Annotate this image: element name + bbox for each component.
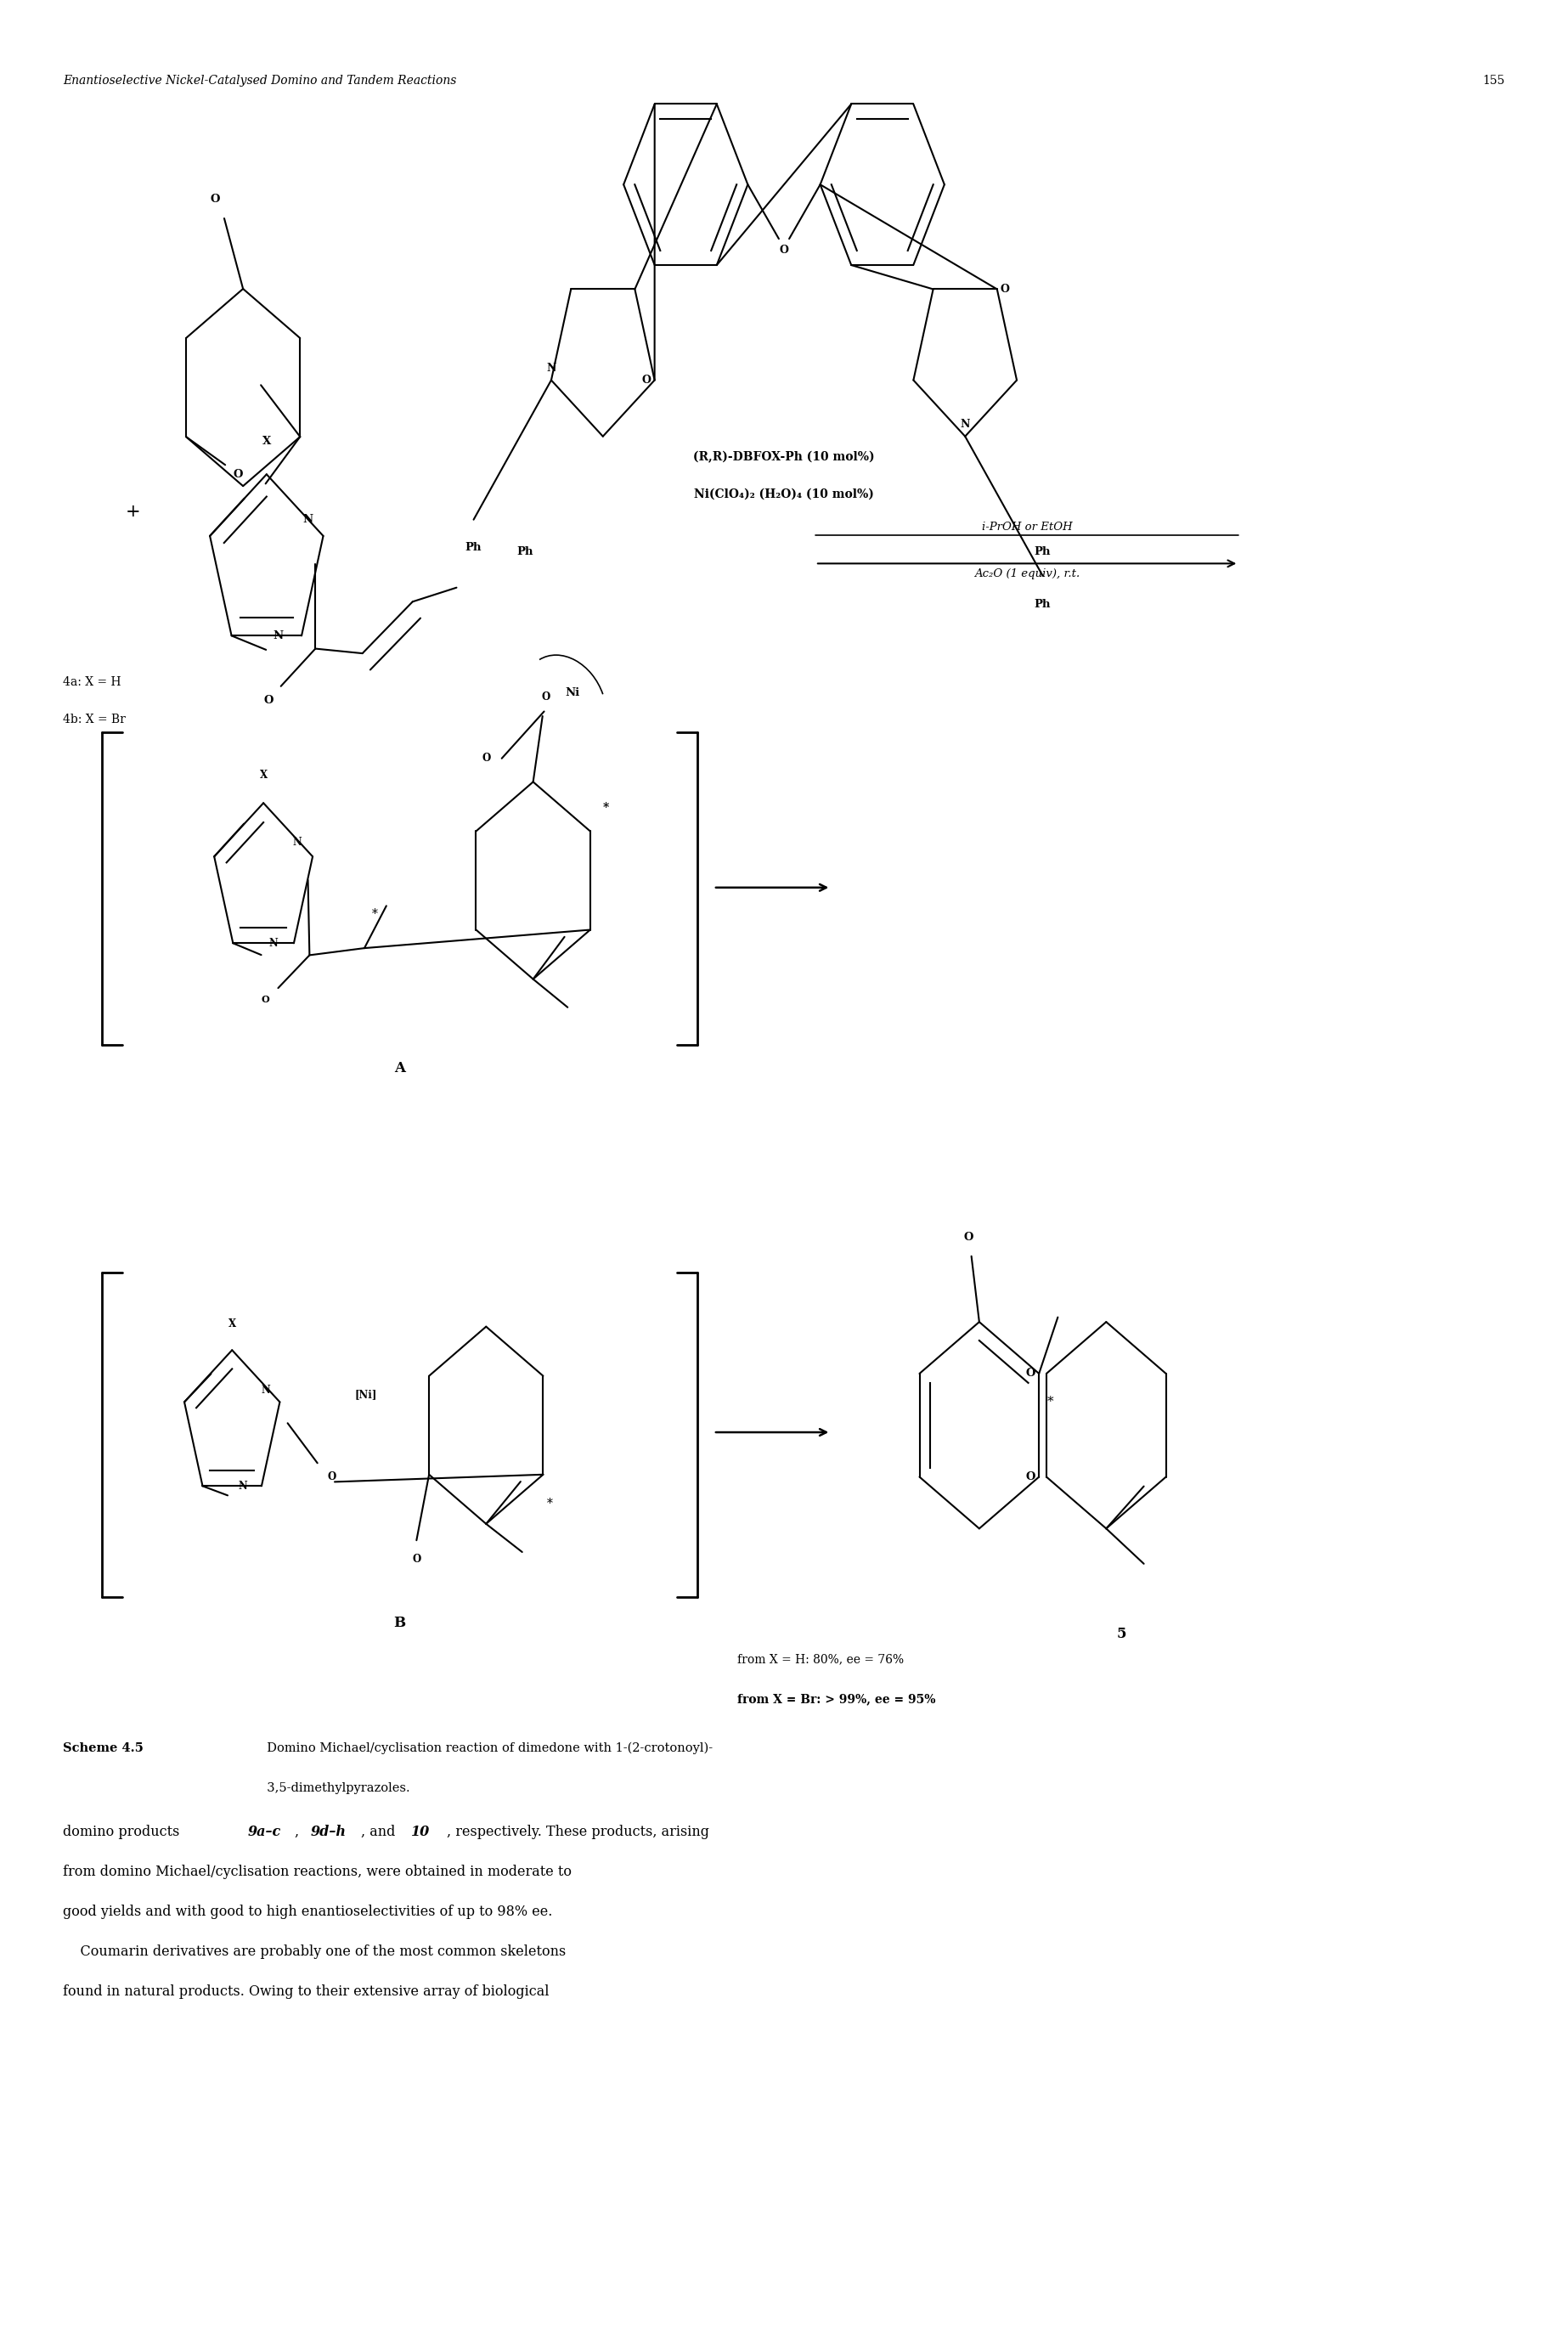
Text: O: O	[1000, 284, 1010, 296]
Text: *: *	[372, 909, 378, 920]
Text: O: O	[262, 996, 270, 1005]
Text: X: X	[262, 437, 271, 446]
Text: 5: 5	[1116, 1627, 1126, 1641]
Text: from X = Br: > 99%, ee = 95%: from X = Br: > 99%, ee = 95%	[737, 1693, 935, 1705]
Text: O: O	[963, 1233, 974, 1242]
Text: (R,R)-DBFOX-Ph (10 mol%): (R,R)-DBFOX-Ph (10 mol%)	[693, 451, 875, 463]
Text: *: *	[547, 1498, 552, 1510]
Text: from domino Michael/cyclisation reactions, were obtained in moderate to: from domino Michael/cyclisation reaction…	[63, 1864, 571, 1878]
Text: Ph: Ph	[1035, 547, 1051, 556]
Text: N: N	[238, 1482, 248, 1491]
Text: Scheme 4.5: Scheme 4.5	[63, 1742, 143, 1754]
Text: Coumarin derivatives are probably one of the most common skeletons: Coumarin derivatives are probably one of…	[63, 1944, 566, 1958]
Text: O: O	[210, 195, 220, 204]
Text: A: A	[394, 1061, 406, 1075]
Text: ,: ,	[295, 1824, 304, 1838]
Text: Ni: Ni	[564, 688, 580, 697]
Text: O: O	[541, 693, 550, 702]
Text: 4b: X = Br: 4b: X = Br	[63, 714, 125, 726]
Text: Ph: Ph	[517, 547, 533, 556]
Text: O: O	[263, 695, 273, 707]
Text: O: O	[481, 754, 491, 763]
Text: N: N	[292, 836, 301, 848]
Text: O: O	[643, 376, 651, 385]
Text: 9d–h: 9d–h	[310, 1824, 347, 1838]
Text: i-PrOH or EtOH: i-PrOH or EtOH	[982, 521, 1073, 533]
Text: N: N	[262, 1385, 270, 1395]
Text: O: O	[1025, 1472, 1035, 1482]
Text: found in natural products. Owing to their extensive array of biological: found in natural products. Owing to thei…	[63, 1984, 549, 1998]
Text: X: X	[229, 1320, 235, 1329]
Text: Domino Michael/cyclisation reaction of dimedone with 1-(2-crotonoyl)-: Domino Michael/cyclisation reaction of d…	[259, 1742, 712, 1754]
Text: 9a–c: 9a–c	[248, 1824, 281, 1838]
Text: *: *	[1047, 1395, 1054, 1409]
Text: O: O	[779, 244, 789, 256]
Text: from X = H: 80%, ee = 76%: from X = H: 80%, ee = 76%	[737, 1653, 903, 1665]
Text: N: N	[303, 514, 312, 526]
Text: +: +	[125, 505, 141, 519]
Text: good yields and with good to high enantioselectivities of up to 98% ee.: good yields and with good to high enanti…	[63, 1904, 552, 1918]
Text: N: N	[546, 364, 557, 373]
Text: 10: 10	[411, 1824, 430, 1838]
Text: O: O	[412, 1554, 420, 1564]
Text: , and: , and	[361, 1824, 400, 1838]
Text: N: N	[960, 418, 971, 430]
Text: domino products: domino products	[63, 1824, 183, 1838]
Text: 155: 155	[1483, 75, 1505, 87]
Text: N: N	[268, 937, 278, 949]
Text: N: N	[273, 629, 284, 641]
Text: O: O	[234, 470, 243, 479]
Text: O: O	[328, 1472, 336, 1482]
Text: B: B	[394, 1615, 406, 1630]
Text: O: O	[1025, 1369, 1035, 1378]
Text: X: X	[260, 770, 267, 780]
Text: Ph: Ph	[466, 542, 481, 554]
Text: Ni(ClO₄)₂ (H₂O)₄ (10 mol%): Ni(ClO₄)₂ (H₂O)₄ (10 mol%)	[695, 488, 873, 500]
Text: 3,5-dimethylpyrazoles.: 3,5-dimethylpyrazoles.	[259, 1782, 409, 1794]
Text: 4a: X = H: 4a: X = H	[63, 676, 121, 688]
Text: *: *	[602, 801, 608, 815]
Text: Ph: Ph	[1035, 599, 1051, 610]
Text: Ac₂O (1 equiv), r.t.: Ac₂O (1 equiv), r.t.	[974, 568, 1080, 580]
Text: [Ni]: [Ni]	[354, 1390, 378, 1399]
Text: , respectively. These products, arising: , respectively. These products, arising	[447, 1824, 709, 1838]
Text: Enantioselective Nickel-Catalysed Domino and Tandem Reactions: Enantioselective Nickel-Catalysed Domino…	[63, 75, 456, 87]
